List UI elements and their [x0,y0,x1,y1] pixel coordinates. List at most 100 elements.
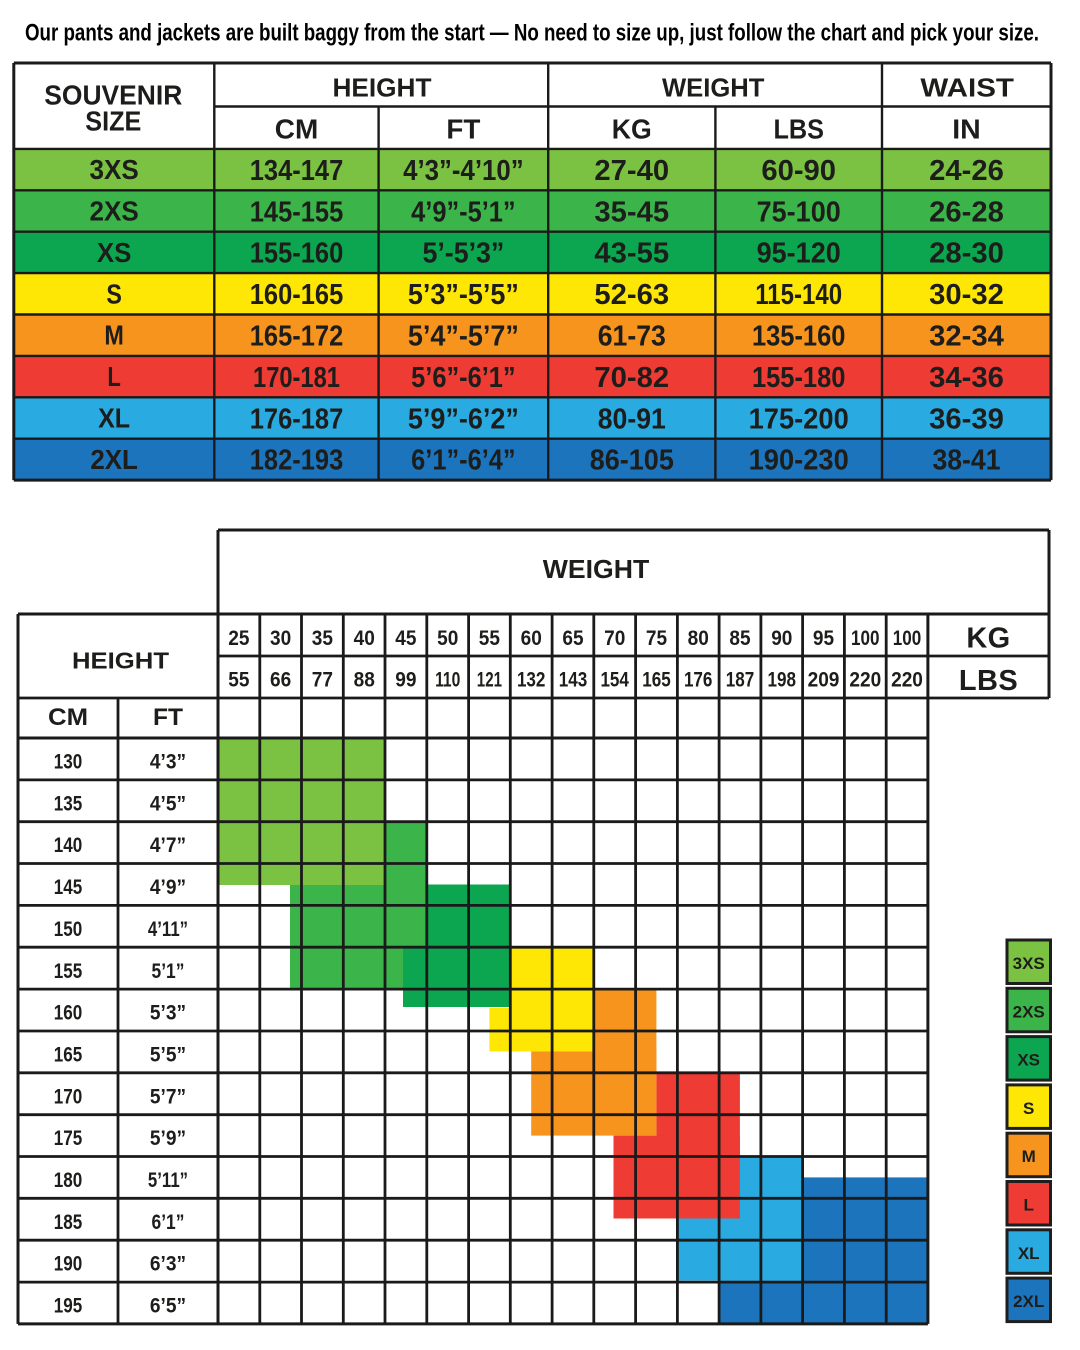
svg-text:155: 155 [54,960,83,983]
svg-text:100: 100 [893,626,922,650]
svg-text:5’3”-5’5”: 5’3”-5’5” [408,279,519,311]
svg-text:5’3”: 5’3” [150,1002,186,1025]
svg-text:52-63: 52-63 [594,279,669,311]
svg-text:35-45: 35-45 [594,196,669,228]
svg-text:4’9”: 4’9” [150,876,186,899]
svg-text:110: 110 [435,668,460,692]
svg-text:LBS: LBS [959,665,1018,697]
svg-text:195: 195 [54,1295,83,1318]
svg-text:95: 95 [813,626,834,650]
svg-text:6’1”: 6’1” [152,1211,185,1234]
svg-text:182-193: 182-193 [250,445,344,477]
svg-text:132: 132 [517,668,546,692]
svg-text:180: 180 [54,1169,83,1192]
svg-text:143: 143 [559,668,588,692]
svg-text:6’3”: 6’3” [150,1253,186,1276]
svg-text:75: 75 [646,626,667,650]
svg-text:77: 77 [312,668,333,692]
svg-text:25: 25 [228,626,249,650]
svg-text:IN: IN [952,114,981,145]
svg-text:3XS: 3XS [1013,954,1045,973]
svg-text:5’11”: 5’11” [148,1169,188,1192]
svg-text:130: 130 [54,751,83,774]
svg-text:27-40: 27-40 [594,155,669,187]
svg-text:5’7”: 5’7” [150,1085,186,1108]
svg-text:6’5”: 6’5” [150,1295,186,1318]
svg-text:66: 66 [270,668,291,692]
svg-text:45: 45 [395,626,416,650]
svg-text:XS: XS [97,237,132,268]
svg-text:5’4”-5’7”: 5’4”-5’7” [408,321,519,353]
svg-text:95-120: 95-120 [757,238,841,270]
svg-text:187: 187 [726,668,755,692]
svg-text:220: 220 [891,668,923,692]
svg-text:35: 35 [312,626,333,650]
svg-text:38-41: 38-41 [932,445,1000,477]
svg-text:121: 121 [477,668,502,692]
svg-text:M: M [104,320,124,351]
svg-text:88: 88 [354,668,375,692]
svg-text:170: 170 [54,1085,83,1108]
svg-text:30-32: 30-32 [929,279,1004,311]
svg-text:190: 190 [54,1253,83,1276]
svg-text:175: 175 [54,1127,83,1150]
svg-text:30: 30 [270,626,291,650]
svg-text:2XL: 2XL [1013,1292,1044,1311]
svg-text:34-36: 34-36 [929,362,1004,394]
svg-text:5’9”-6’2”: 5’9”-6’2” [408,403,519,435]
svg-text:175-200: 175-200 [749,403,849,435]
svg-text:70: 70 [604,626,625,650]
svg-text:SOUVENIR: SOUVENIR [44,80,182,111]
svg-text:WAIST: WAIST [920,72,1014,102]
svg-text:CM: CM [48,704,88,731]
svg-text:XL: XL [98,403,130,434]
svg-text:176: 176 [684,668,713,692]
svg-text:40: 40 [354,626,375,650]
svg-text:99: 99 [395,668,416,692]
svg-text:140: 140 [54,834,83,857]
svg-text:60-90: 60-90 [761,155,836,187]
svg-text:4’11”: 4’11” [148,918,188,941]
svg-text:198: 198 [768,668,797,692]
svg-text:FT: FT [153,704,183,731]
svg-text:154: 154 [600,668,629,692]
svg-text:5’6”-6’1”: 5’6”-6’1” [411,362,516,394]
svg-text:155-180: 155-180 [752,362,846,394]
svg-text:145: 145 [54,876,83,899]
svg-text:61-73: 61-73 [598,321,666,353]
svg-text:5’5”: 5’5” [150,1044,186,1067]
svg-text:65: 65 [562,626,583,650]
svg-text:170-181: 170-181 [253,362,340,394]
svg-text:220: 220 [849,668,881,692]
svg-text:4’7”: 4’7” [150,834,186,857]
svg-text:86-105: 86-105 [590,445,674,477]
svg-text:176-187: 176-187 [250,403,344,435]
svg-text:SIZE: SIZE [85,105,141,136]
svg-text:HEIGHT: HEIGHT [333,72,432,102]
svg-text:135: 135 [54,792,83,815]
svg-text:4’3”-4’10”: 4’3”-4’10” [403,155,524,187]
svg-text:85: 85 [729,626,750,650]
svg-text:80: 80 [688,626,709,650]
svg-text:190-230: 190-230 [749,445,849,477]
svg-text:165: 165 [642,668,671,692]
svg-text:Our pants and jackets are buil: Our pants and jackets are built baggy fr… [25,20,1039,47]
svg-text:165: 165 [54,1044,83,1067]
svg-text:55: 55 [228,668,249,692]
svg-text:26-28: 26-28 [929,196,1004,228]
svg-text:2XL: 2XL [90,444,138,475]
svg-text:2XS: 2XS [1013,1002,1045,1021]
svg-text:4’3”: 4’3” [150,751,186,774]
svg-text:L: L [1024,1196,1034,1215]
svg-text:S: S [106,278,122,309]
svg-text:LBS: LBS [773,114,824,145]
svg-text:185: 185 [54,1211,83,1234]
svg-text:155-160: 155-160 [250,238,344,270]
svg-text:L: L [107,361,121,392]
svg-text:XS: XS [1017,1051,1040,1070]
svg-text:S: S [1023,1099,1034,1118]
svg-text:55: 55 [479,626,500,650]
svg-text:2XS: 2XS [89,196,138,227]
svg-text:5’9”: 5’9” [150,1127,186,1150]
svg-text:28-30: 28-30 [929,238,1004,270]
